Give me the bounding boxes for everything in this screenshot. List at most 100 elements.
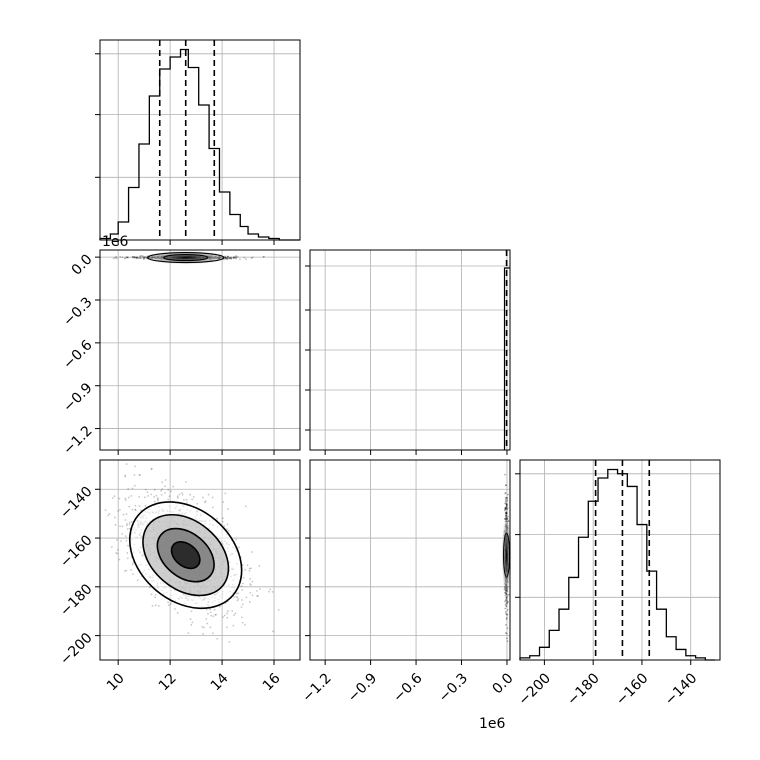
scatter-point	[124, 519, 127, 521]
scatter-point	[505, 506, 508, 509]
scatter-point	[121, 533, 124, 535]
scatter-point	[134, 508, 137, 511]
scatter-point	[124, 474, 127, 477]
scatter-point	[228, 641, 231, 643]
scatter-point	[250, 567, 252, 570]
scatter-point	[246, 564, 249, 567]
scatter-point	[139, 474, 141, 477]
p2-ytick-label: −180	[57, 581, 96, 620]
scatter-point	[132, 255, 135, 258]
scatter-point	[216, 517, 219, 520]
scatter-point	[153, 500, 156, 503]
scatter-point	[125, 463, 128, 465]
scatter-point	[124, 497, 127, 500]
scatter-point	[504, 506, 507, 509]
scatter-point	[236, 255, 239, 258]
scatter-point	[505, 623, 507, 626]
scatter-point	[155, 494, 158, 497]
p1-ytick-label: −0.9	[60, 380, 95, 415]
scatter-point	[251, 580, 254, 583]
scatter-point	[505, 501, 508, 503]
p1-ytick-label: −0.3	[60, 294, 95, 329]
scatter-point	[153, 495, 156, 498]
scatter-point	[113, 495, 116, 498]
scatter-point	[256, 595, 259, 597]
scatter-point	[249, 583, 252, 585]
contour	[163, 254, 209, 262]
scatter-point	[216, 637, 219, 640]
scatter-point	[121, 256, 124, 259]
scatter-point	[222, 616, 224, 619]
scatter-point	[245, 258, 248, 261]
scatter-point	[114, 516, 116, 519]
scatter-point	[190, 610, 193, 613]
scatter-point	[207, 612, 209, 615]
scatter-point	[250, 257, 253, 260]
scatter-point	[144, 496, 146, 499]
scatter-point	[211, 496, 214, 499]
scatter-point	[505, 511, 508, 514]
p2-xtick-label: −160	[613, 670, 652, 709]
scatter-point	[133, 484, 136, 487]
scatter-point	[505, 512, 508, 515]
scatter-point	[268, 590, 270, 593]
scatter-point	[122, 513, 125, 516]
scatter-point	[506, 503, 509, 506]
scatter-point	[127, 544, 129, 547]
scatter-point	[136, 579, 139, 582]
scatter-point	[251, 551, 253, 553]
scatter-point	[176, 611, 179, 614]
scatter-point	[128, 505, 131, 508]
scatter-point	[257, 595, 260, 597]
p1-ytick-label: 0.0	[69, 251, 96, 278]
scatter-point	[202, 633, 205, 635]
scatter-point	[505, 596, 508, 599]
scatter-point	[169, 603, 172, 605]
scatter-point	[242, 582, 244, 585]
scatter-point	[110, 546, 113, 548]
scatter-point	[130, 569, 132, 571]
scatter-point	[248, 569, 251, 572]
scatter-point	[226, 612, 228, 615]
scatter-point	[505, 605, 508, 607]
scatter-point	[141, 256, 144, 259]
scatter-point	[134, 509, 137, 512]
p1-xtick-label: −0.9	[345, 670, 380, 705]
scatter-point	[167, 489, 170, 491]
scatter-point	[153, 488, 156, 491]
scatter-point	[505, 598, 508, 600]
scatter-point	[506, 601, 509, 604]
scatter-point	[505, 497, 508, 499]
scatter-point	[227, 610, 229, 613]
scatter-point	[108, 513, 111, 515]
scatter-point	[504, 507, 507, 510]
scatter-point	[244, 624, 246, 626]
scatter-point	[504, 610, 507, 613]
scatter-point	[126, 552, 129, 554]
scatter-point	[181, 493, 184, 496]
scatter-point	[121, 525, 124, 528]
contour	[170, 541, 201, 570]
scatter-point	[126, 256, 128, 259]
scatter-point	[243, 256, 246, 259]
scatter-point	[167, 601, 169, 604]
scatter-point	[251, 256, 254, 259]
scatter-point	[505, 506, 508, 509]
scatter-point	[504, 491, 507, 494]
scatter-point	[214, 613, 217, 616]
scatter-point	[144, 504, 147, 507]
scatter-point	[250, 584, 252, 586]
scatter-point	[187, 632, 190, 635]
scatter-point	[229, 257, 232, 260]
scatter-point	[160, 493, 163, 496]
scatter-point	[119, 508, 121, 511]
scatter-point	[137, 256, 140, 259]
scatter-point	[131, 256, 134, 259]
scatter-point	[209, 626, 212, 629]
scatter-point	[230, 257, 233, 260]
scatter-point	[172, 485, 175, 488]
scatter-point	[241, 603, 244, 606]
scatter-point	[504, 512, 507, 515]
scatter-point	[196, 502, 199, 505]
contour	[128, 501, 243, 610]
